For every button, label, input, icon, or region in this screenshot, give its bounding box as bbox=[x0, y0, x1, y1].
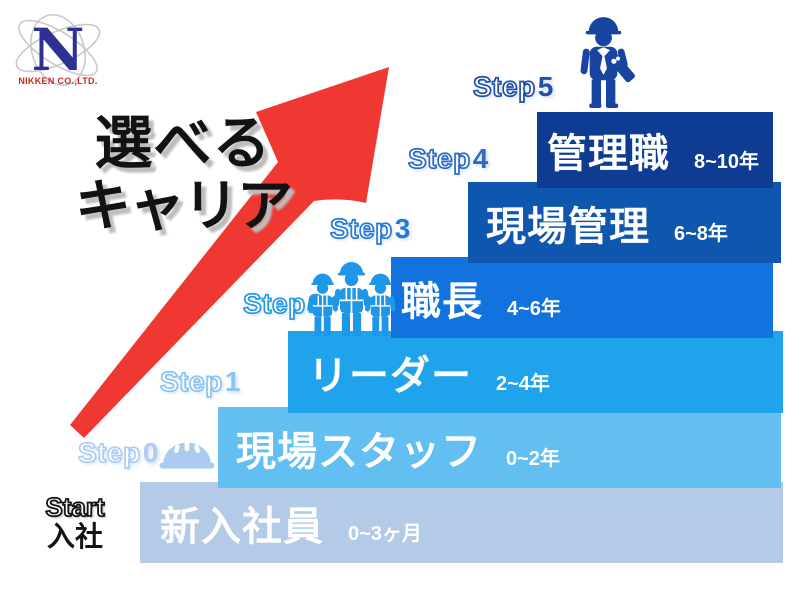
page-title: 選べる キャリア bbox=[50, 112, 316, 236]
career-bar-years: 4~6年 bbox=[507, 298, 561, 320]
career-bar-title: 管理職 bbox=[547, 132, 670, 176]
step-number: 4 bbox=[472, 143, 489, 174]
page-title-line1: 選べる bbox=[94, 111, 272, 176]
step-word: Step bbox=[159, 365, 223, 398]
step-number: 3 bbox=[394, 213, 411, 244]
manager-worker-icon bbox=[580, 17, 635, 108]
start-label: Start 入社 bbox=[30, 491, 120, 552]
career-bar-foreman: 職長 4~6年 bbox=[391, 257, 773, 338]
career-bar-years: 2~4年 bbox=[496, 372, 550, 395]
career-bar-years: 0~2年 bbox=[506, 448, 560, 470]
career-bar-title: 職長 bbox=[401, 279, 483, 324]
logo-orbit-rings bbox=[15, 14, 101, 86]
career-bar-years: 6~8年 bbox=[674, 223, 728, 245]
step-number: 5 bbox=[537, 71, 554, 102]
career-bar-title: 現場スタッフ bbox=[236, 429, 482, 474]
step-number: 0 bbox=[142, 437, 159, 468]
company-logo: N NIKKEN CO.,LTD. bbox=[15, 14, 101, 86]
step-word: Step bbox=[329, 212, 393, 245]
growth-arrow-shape bbox=[70, 67, 389, 438]
career-bar-title: 現場管理 bbox=[486, 204, 650, 249]
hard-hat-icon bbox=[159, 440, 215, 469]
step-word: Step bbox=[77, 436, 141, 469]
logo-letter: N bbox=[31, 16, 84, 84]
start-label-sub: 入社 bbox=[46, 521, 103, 552]
step-word: Step bbox=[472, 70, 536, 103]
workers-trio-icon bbox=[306, 261, 397, 337]
step-label-1: Step 1 bbox=[159, 365, 241, 398]
page-title-line2: キャリア bbox=[75, 174, 293, 237]
career-bar-new-employee: 新入社員 0~3ヶ月 bbox=[140, 482, 783, 563]
step-number: 1 bbox=[224, 366, 241, 397]
career-bar-site-management: 現場管理 6~8年 bbox=[468, 182, 781, 263]
career-bar-leader: リーダー 2~4年 bbox=[288, 331, 783, 413]
career-bar-years: 8~10年 bbox=[694, 150, 760, 173]
career-bar-site-staff: 現場スタッフ 0~2年 bbox=[218, 407, 781, 488]
step-label-3: Step 3 bbox=[329, 212, 411, 245]
step-label-5: Step 5 bbox=[472, 70, 554, 103]
step-word: Step bbox=[407, 142, 471, 175]
career-bar-title: 新入社員 bbox=[160, 504, 324, 549]
logo-company-name: NIKKEN CO.,LTD. bbox=[18, 76, 97, 86]
step-label-0: Step 0 bbox=[77, 436, 159, 469]
career-bar-years: 0~3ヶ月 bbox=[348, 523, 422, 545]
step-word: Step bbox=[242, 287, 306, 320]
step-label-4: Step 4 bbox=[407, 142, 489, 175]
career-bar-management: 管理職 8~10年 bbox=[537, 112, 773, 188]
career-bar-title: リーダー bbox=[308, 354, 472, 398]
start-label-word: Start bbox=[44, 491, 105, 523]
